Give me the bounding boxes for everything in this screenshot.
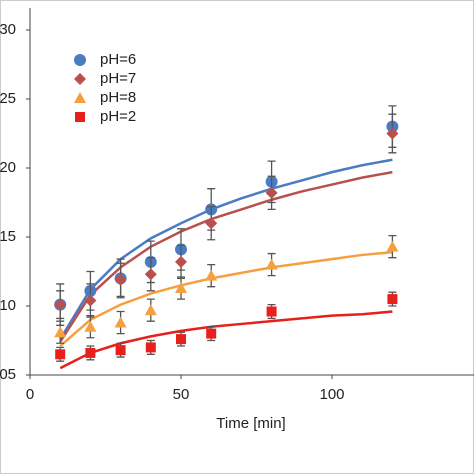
point xyxy=(55,349,66,360)
y-tick-label: 30 xyxy=(0,21,16,38)
point xyxy=(84,294,97,307)
fit-line xyxy=(59,158,393,340)
point xyxy=(175,255,187,268)
legend-label: pH=7 xyxy=(100,70,136,87)
point xyxy=(266,306,277,317)
x-tick-label: 100 xyxy=(319,386,344,403)
y-tick-label: 10 xyxy=(0,297,16,314)
point xyxy=(176,334,186,345)
x-tick-label: 50 xyxy=(173,386,190,403)
legend-label: pH=2 xyxy=(100,108,136,125)
legend-marker xyxy=(74,92,86,103)
point xyxy=(85,347,96,358)
legend-label: pH=6 xyxy=(100,51,136,68)
point xyxy=(115,345,126,356)
point xyxy=(265,258,278,270)
y-tick-label: 15 xyxy=(0,228,16,245)
legend-marker xyxy=(74,73,86,85)
point xyxy=(114,316,127,328)
point xyxy=(386,240,399,252)
point xyxy=(84,320,97,332)
fit-line xyxy=(59,310,393,370)
y-tick-label: 05 xyxy=(0,366,16,383)
point xyxy=(265,186,278,199)
point xyxy=(205,217,218,230)
point xyxy=(54,326,67,338)
legend-marker xyxy=(75,112,85,122)
point xyxy=(54,298,67,311)
legend-marker xyxy=(74,54,86,66)
point xyxy=(145,342,156,353)
y-tick-label: 20 xyxy=(0,159,16,176)
point xyxy=(205,269,218,281)
point xyxy=(114,273,127,286)
fit-line xyxy=(59,170,393,343)
point xyxy=(144,304,157,316)
point xyxy=(387,294,398,305)
y-tick-label: 25 xyxy=(0,90,16,107)
legend-label: pH=8 xyxy=(100,89,136,106)
point xyxy=(175,282,187,294)
point xyxy=(206,328,217,339)
fit-line xyxy=(59,250,393,347)
point xyxy=(386,127,399,140)
point xyxy=(144,268,157,281)
x-tick-label: 0 xyxy=(26,386,34,403)
x-axis-label: Time [min] xyxy=(216,415,285,432)
